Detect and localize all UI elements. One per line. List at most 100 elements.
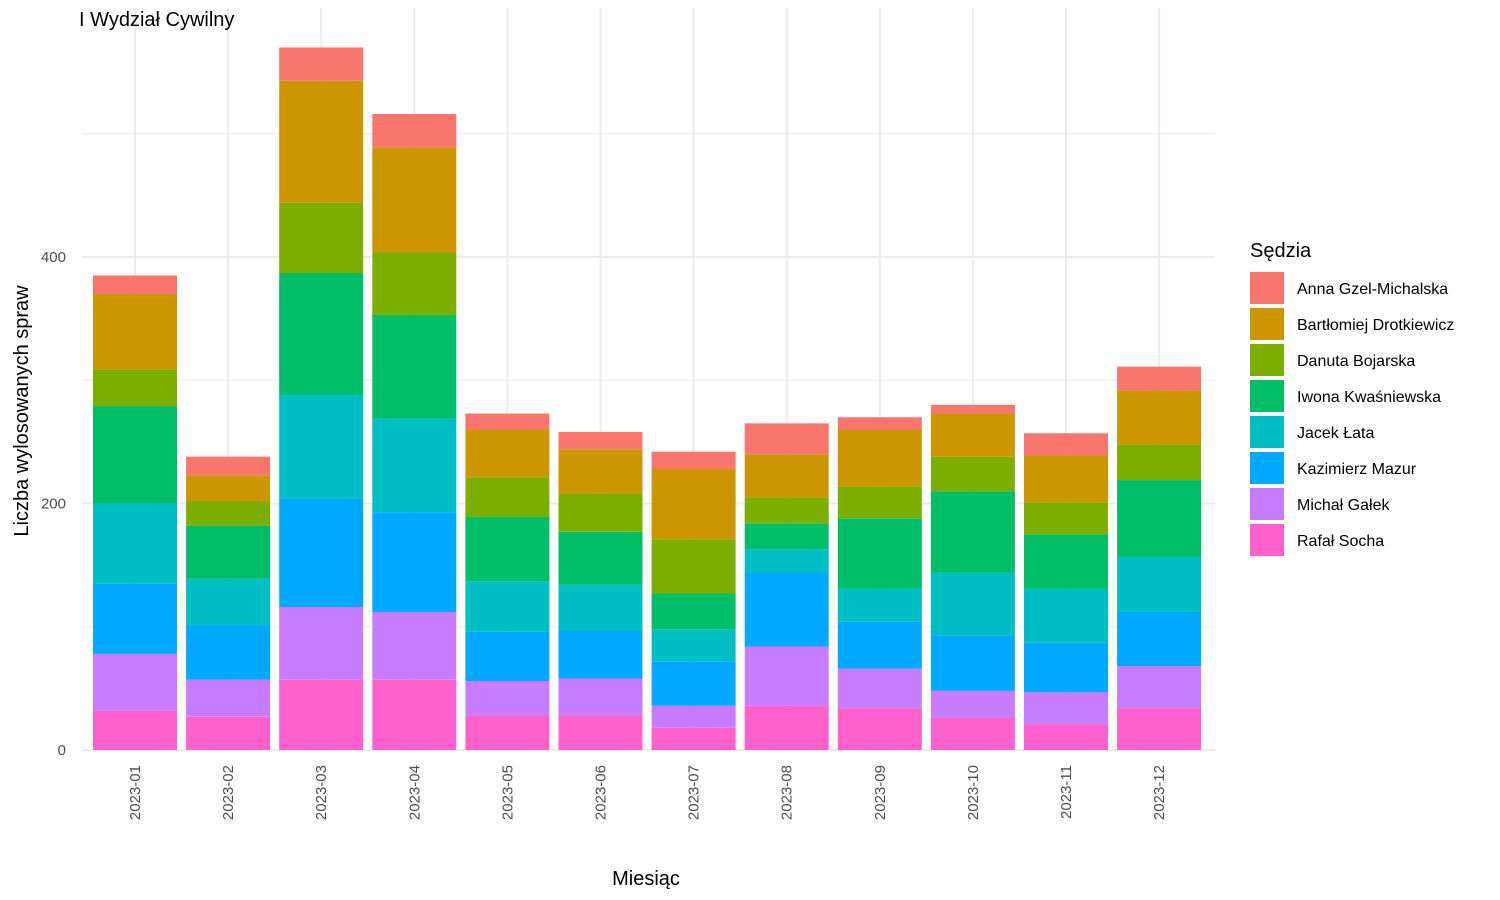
bar-segment (186, 525, 271, 579)
bar-segment (1024, 588, 1108, 643)
legend-title: Sędzia (1250, 240, 1312, 262)
bar-segment (93, 503, 177, 584)
bar-segment (279, 80, 364, 203)
legend-swatch (1250, 344, 1284, 376)
bar-segment (744, 572, 829, 647)
legend-label: Danuta Bojarska (1297, 353, 1415, 370)
bar-segment (1117, 556, 1202, 612)
legend-item: Anna Gzel-Michalska (1250, 272, 1448, 304)
bar-segment (837, 708, 922, 750)
bar-segment (1117, 708, 1202, 750)
bar-segment (930, 404, 1015, 414)
bar-segment (558, 531, 643, 585)
bar-segment (1024, 502, 1108, 535)
bar-segment (1024, 724, 1108, 750)
y-axis-ticks: 0 200 400 (41, 249, 66, 759)
bar-segment (1024, 642, 1108, 693)
bar-segment (93, 293, 177, 370)
bar-segment (651, 593, 736, 630)
bar-segment (837, 486, 922, 519)
legend-item: Bartłomiej Drotkiewicz (1250, 308, 1454, 340)
bar-segment (372, 512, 457, 612)
bar-segment (372, 314, 457, 419)
bar-segment (279, 273, 364, 396)
bar-segment (465, 715, 550, 750)
bars (93, 47, 1202, 750)
bar-segment (1024, 455, 1108, 503)
legend-item: Rafał Socha (1250, 524, 1384, 556)
bar-segment (744, 454, 829, 498)
bar-segment (930, 690, 1015, 718)
x-tick-label: 2023-07 (686, 765, 703, 820)
legend-label: Jacek Łata (1297, 425, 1374, 442)
legend-swatch (1250, 452, 1284, 484)
bar-segment (279, 47, 364, 81)
bar-segment (186, 475, 271, 502)
bar-segment (1117, 390, 1202, 445)
bar-segment (651, 705, 736, 728)
bar-segment (465, 581, 550, 632)
bar-segment (372, 418, 457, 513)
bar-segment (837, 668, 922, 709)
bar-segment (837, 518, 922, 589)
legend-item: Danuta Bojarska (1250, 344, 1415, 376)
x-tick-label: 2023-06 (593, 765, 610, 820)
legend-label: Michał Gałek (1297, 497, 1390, 514)
bar-segment (1117, 366, 1202, 391)
bar-segment (186, 501, 271, 526)
bar-segment (744, 423, 829, 455)
bar-segment (279, 607, 364, 680)
legend-label: Kazimierz Mazur (1297, 461, 1417, 478)
bar-segment (558, 715, 643, 750)
bar-segment (558, 493, 643, 532)
bar-segment (186, 625, 271, 680)
x-tick-label: 2023-10 (965, 765, 982, 820)
legend-swatch (1250, 488, 1284, 520)
bar-segment (558, 432, 643, 450)
bar-segment (558, 449, 643, 494)
bar-segment (279, 498, 364, 608)
bar-segment (837, 429, 922, 487)
bar-segment (465, 477, 550, 518)
legend-item: Kazimierz Mazur (1250, 452, 1417, 484)
bar-segment (1117, 611, 1202, 667)
bar-segment (465, 413, 550, 430)
bar-segment (651, 661, 736, 706)
bar-segment (930, 491, 1015, 573)
bar-segment (1024, 433, 1108, 456)
bar-segment (930, 572, 1015, 636)
bar-segment (1117, 480, 1202, 557)
bar-segment (93, 275, 177, 294)
bar-segment (279, 679, 364, 750)
bar-segment (93, 710, 177, 750)
legend-swatch (1250, 416, 1284, 448)
x-tick-label: 2023-02 (220, 765, 237, 820)
legend: Sędzia Anna Gzel-Michalska Bartłomiej Dro… (1250, 240, 1454, 556)
y-tick-label: 200 (41, 496, 66, 513)
bar-segment (279, 395, 364, 499)
bar-segment (651, 468, 736, 540)
bar-segment (372, 679, 457, 750)
bar-segment (372, 252, 457, 315)
bar-segment (93, 653, 177, 711)
x-tick-label: 2023-03 (313, 765, 330, 820)
y-tick-label: 0 (58, 742, 66, 759)
legend-swatch (1250, 380, 1284, 412)
x-axis-ticks: 2023-01 2023-02 2023-03 2023-04 2023-05 2023-… (127, 765, 1168, 820)
bar-segment (651, 539, 736, 594)
x-tick-label: 2023-01 (127, 765, 144, 820)
legend-label: Rafał Socha (1297, 533, 1384, 550)
bar-segment (93, 406, 177, 504)
legend-item: Michał Gałek (1250, 488, 1390, 520)
bar-segment (558, 678, 643, 716)
bar-segment (744, 646, 829, 706)
bar-segment (372, 611, 457, 680)
bar-segment (651, 629, 736, 662)
legend-item: Jacek Łata (1250, 416, 1374, 448)
bar-segment (1024, 534, 1108, 589)
bar-segment (372, 114, 457, 148)
x-tick-label: 2023-12 (1151, 765, 1168, 820)
bar-segment (651, 451, 736, 469)
legend-items: Anna Gzel-Michalska Bartłomiej Drotkiewic… (1250, 272, 1454, 556)
